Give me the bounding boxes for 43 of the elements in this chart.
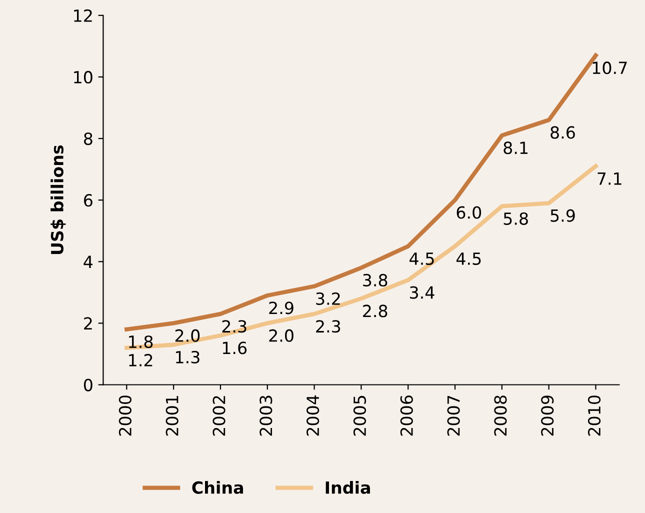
data-label: 4.5 <box>410 252 434 265</box>
data-label: 5.9 <box>550 209 575 222</box>
x-tick-label: 2009 <box>541 396 554 436</box>
data-label: 1.2 <box>129 354 152 366</box>
data-label: 3.4 <box>410 286 434 299</box>
data-label: 7.1 <box>598 172 622 185</box>
x-tick-label: 2003 <box>260 396 272 436</box>
y-tick-label: 6 <box>84 194 92 207</box>
data-label: 6.0 <box>456 206 482 219</box>
y-axis-title: US$ billions <box>50 145 66 254</box>
x-tick-label: 2008 <box>494 396 507 436</box>
legend-label: China <box>192 481 244 494</box>
y-tick-label: 2 <box>84 317 92 330</box>
data-label: 1.3 <box>176 350 200 364</box>
data-label: 1.8 <box>129 335 153 348</box>
data-label: 2.9 <box>269 302 294 314</box>
x-tick-label: 2006 <box>400 396 413 436</box>
data-label: 3.8 <box>363 274 388 287</box>
x-tick-label: 2001 <box>166 396 178 436</box>
data-label: 8.1 <box>504 142 528 154</box>
data-label: 2.8 <box>363 304 388 318</box>
x-tick-label: 2005 <box>353 396 366 436</box>
x-tick-label: 2002 <box>212 396 226 436</box>
data-label: 2.3 <box>316 320 340 333</box>
data-label: 5.8 <box>504 212 528 225</box>
y-tick-label: 12 <box>74 9 92 22</box>
data-label: 8.6 <box>550 126 575 139</box>
data-label: 10.7 <box>592 62 627 74</box>
y-tick-label: 0 <box>84 378 92 392</box>
data-label: 3.2 <box>316 292 340 305</box>
x-tick-label: 2004 <box>306 395 320 436</box>
y-tick-label: 4 <box>84 256 93 268</box>
x-tick-label: 2000 <box>118 396 132 436</box>
x-tick-label: 2007 <box>447 396 460 436</box>
data-label: 4.5 <box>456 252 481 265</box>
data-label: 1.6 <box>222 342 247 354</box>
x-tick-label: 2010 <box>588 396 601 436</box>
data-label: 2.3 <box>222 320 246 333</box>
legend-label: India <box>326 481 370 494</box>
y-tick-label: 8 <box>84 132 92 146</box>
data-label: 2.0 <box>175 329 200 342</box>
data-label: 2.0 <box>269 329 294 342</box>
y-tick-label: 10 <box>74 70 92 84</box>
